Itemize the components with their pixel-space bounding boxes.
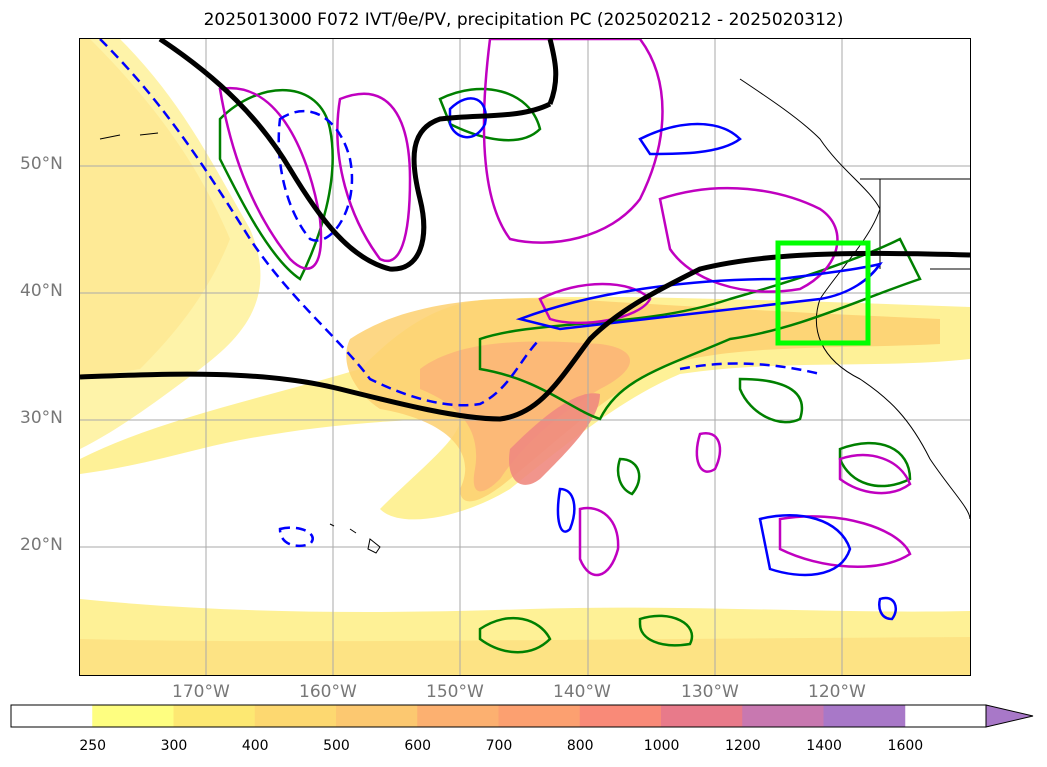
map-title: 2025013000 F072 IVT/θe/PV, precipitation… (203, 10, 844, 30)
lon-label-120w: 120°W (808, 682, 866, 702)
lat-label-50n: 50°N (20, 154, 63, 174)
colorbar-tick-label: 800 (566, 738, 594, 754)
colorbar-cell (661, 705, 743, 727)
colorbar-cell (579, 705, 662, 727)
colorbar-cells (11, 705, 906, 727)
colorbar-cell (254, 705, 337, 727)
colorbar-tick-label: 250 (79, 738, 107, 754)
colorbar-tick-label: 400 (241, 738, 269, 754)
colorbar-tick-label: 500 (323, 738, 350, 754)
lon-label-140w: 140°W (553, 682, 611, 702)
colorbar-tick-label: 1400 (806, 738, 842, 754)
colorbar-cell (498, 705, 581, 727)
lat-label-30n: 30°N (20, 408, 63, 428)
theta-e-contours (80, 39, 970, 422)
colorbar-tick-label: 700 (485, 738, 513, 754)
region-highlight-box (775, 240, 871, 346)
colorbar (10, 704, 1034, 728)
colorbar-tick-label: 600 (404, 738, 432, 754)
colorbar-cell (417, 705, 499, 727)
ivt-shading (80, 39, 970, 675)
colorbar-cell (11, 705, 93, 727)
colorbar-tick-label: 1200 (725, 738, 761, 754)
map-canvas (80, 39, 970, 675)
colorbar-cell (823, 705, 906, 727)
colorbar-cell (336, 705, 418, 727)
lat-label-40n: 40°N (20, 281, 63, 301)
colorbar-tick-label: 1600 (887, 738, 924, 754)
colorbar-tick-label: 300 (160, 738, 188, 754)
lon-label-130w: 130°W (681, 682, 739, 702)
lon-label-150w: 150°W (426, 682, 484, 702)
map-panel (79, 38, 971, 676)
colorbar-cell (173, 705, 256, 727)
colorbar-cell (92, 705, 174, 727)
colorbar-cell (742, 705, 824, 727)
colorbar-outline (10, 704, 987, 728)
colorbar-extend-arrow (985, 704, 1034, 728)
lon-label-170w: 170°W (172, 682, 230, 702)
lat-label-20n: 20°N (20, 535, 63, 555)
lon-label-160w: 160°W (299, 682, 357, 702)
colorbar-tick-label: 1000 (643, 738, 680, 754)
pv-dashed-contours (99, 39, 821, 548)
graticule (80, 39, 970, 675)
